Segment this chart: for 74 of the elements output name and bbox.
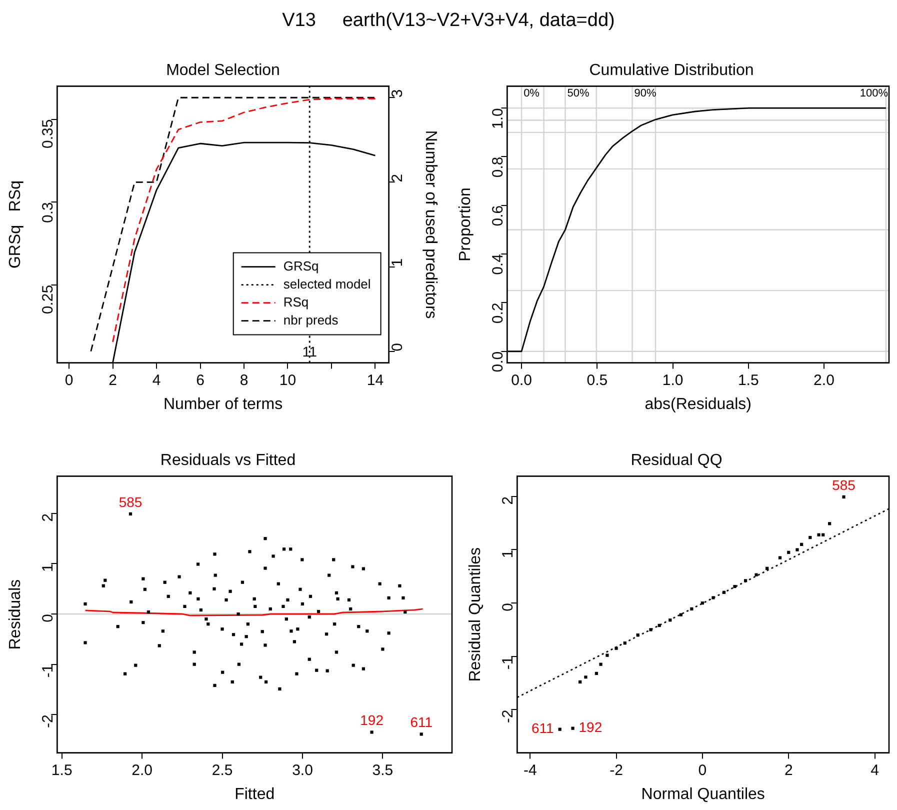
x-tick-label: 6 — [196, 372, 204, 389]
annotation: 585 — [832, 476, 856, 493]
x-tick-label: 0.0 — [511, 372, 532, 389]
x-tick-label: 2 — [108, 372, 117, 389]
annotation: 585 — [118, 494, 142, 510]
y2-axis-title: Number of used predictors — [422, 130, 439, 319]
x-tick-label: 14 — [366, 372, 384, 389]
x-tick-label: 1.5 — [738, 372, 759, 389]
x-tick-label: 1.5 — [51, 762, 72, 779]
x-tick-label: 0 — [698, 762, 707, 779]
y-axis-title: GRSq RSq — [7, 180, 24, 269]
annotation: 192 — [360, 712, 384, 728]
y-axis-title: Proportion — [457, 188, 474, 262]
x-tick-label: 10 — [279, 372, 296, 389]
chart-title: Residuals vs Fitted — [160, 452, 296, 470]
legend-label: GRSq — [283, 258, 319, 274]
x-axis-title: Number of terms — [163, 396, 283, 413]
y-tick-label: 0.3 — [39, 202, 56, 223]
y-tick-label: 0 — [39, 614, 56, 622]
y-tick-label: -2 — [39, 714, 56, 728]
y-axis-title: Residual Quantiles — [467, 547, 484, 682]
y-tick-label: 0.25 — [39, 284, 56, 314]
y-tick-label: -2 — [499, 710, 516, 723]
x-tick-label: 2.0 — [132, 762, 152, 779]
x-tick-label: 1.0 — [662, 372, 684, 389]
y-tick-label: 1 — [499, 550, 516, 558]
annotation: 90% — [634, 88, 656, 100]
y-tick-label: 0 — [499, 603, 516, 612]
text: V13 earth(V13~V2+V3+V4, data=dd) — [281, 10, 616, 32]
annotation: 11 — [302, 344, 318, 360]
x-tick-label: -4 — [523, 762, 537, 779]
x-tick-label: 4 — [870, 762, 879, 779]
x-tick-label: 2 — [784, 762, 793, 779]
annotation: 50% — [567, 88, 590, 100]
annotation: 611 — [410, 714, 433, 730]
annotation: 100% — [860, 88, 888, 100]
y-tick-label: 0.4 — [489, 254, 506, 275]
y-tick-label: 0.6 — [489, 205, 506, 226]
y2-tick-label: 0 — [388, 343, 406, 352]
x-tick-label: -2 — [610, 762, 623, 779]
y2-tick-label: 2 — [388, 174, 406, 182]
y-tick-label: 0.2 — [489, 302, 506, 324]
y-tick-label: -1 — [499, 656, 516, 670]
annotation: 0% — [524, 88, 540, 100]
annotation: 192 — [578, 719, 602, 736]
chart-title: Model Selection — [166, 62, 280, 80]
x-tick-label: 4 — [152, 372, 161, 389]
x-axis-title: abs(Residuals) — [644, 396, 752, 413]
legend-label: selected model — [283, 276, 371, 292]
y-tick-label: 0.35 — [39, 119, 56, 149]
y-tick-label: 1.0 — [489, 108, 506, 129]
x-axis-title: Fitted — [234, 786, 275, 803]
y-tick-label: 0.0 — [489, 351, 506, 372]
y-tick-label: 2 — [499, 496, 516, 505]
x-axis-title: Normal Quantiles — [641, 786, 765, 803]
chart-title: Residual QQ — [630, 452, 722, 470]
x-tick-label: 3.5 — [372, 762, 394, 779]
y-tick-label: -1 — [39, 664, 56, 678]
y2-tick-label: 3 — [388, 89, 406, 98]
x-tick-label: 2.0 — [814, 372, 834, 389]
legend-label: RSq — [283, 294, 309, 310]
x-tick-label: 3.0 — [292, 762, 313, 779]
y-tick-label: 1 — [39, 564, 56, 572]
y-tick-label: 2 — [39, 513, 56, 522]
x-tick-label: 0.5 — [586, 372, 608, 389]
y-axis-title: Residuals — [7, 579, 24, 650]
legend-label: nbr preds — [283, 312, 339, 328]
x-tick-label: 2.5 — [212, 762, 233, 779]
y2-tick-label: 1 — [388, 258, 406, 267]
annotation: 611 — [532, 720, 554, 736]
x-tick-label: 0 — [64, 372, 74, 389]
chart-title: Cumulative Distribution — [589, 62, 754, 80]
x-tick-label: 8 — [240, 372, 248, 389]
y-tick-label: 0.8 — [489, 156, 506, 178]
